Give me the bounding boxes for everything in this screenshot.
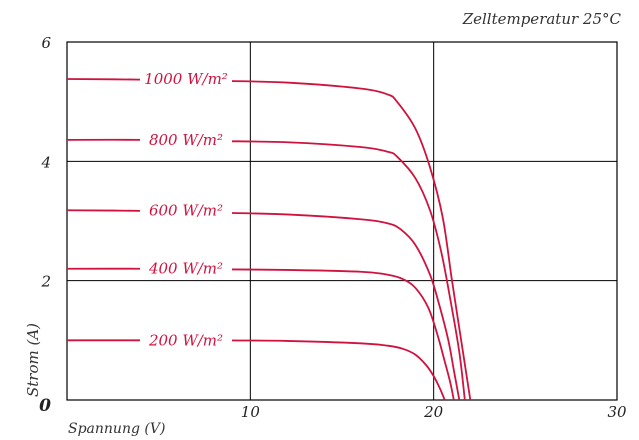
series-label-bg: [140, 259, 232, 278]
plot-frame: [66, 41, 618, 401]
series-label: 800 W/m²: [149, 131, 223, 149]
iv-curve: [66, 209, 461, 401]
x-tick-label: 20: [423, 403, 444, 421]
chart-subtitle: Zelltemperatur 25°C: [462, 10, 622, 28]
y-tick-label: 0: [39, 396, 51, 416]
series-label: 400 W/m²: [148, 260, 223, 278]
series-layer: [66, 78, 472, 401]
series-label: 1000 W/m²: [144, 70, 228, 88]
iv-curve: [67, 339, 446, 401]
y-tick-label: 2: [40, 273, 51, 291]
y-tick-label: 6: [41, 34, 51, 52]
x-tick-label: 30: [607, 403, 627, 421]
series-label-bg: [140, 331, 232, 350]
series-label: 600 W/m²: [149, 201, 223, 219]
iv-curve: [66, 267, 455, 401]
y-tick-label: 4: [40, 153, 51, 171]
x-tick-label: 10: [241, 403, 261, 421]
x-axis-label: Spannung (V): [68, 421, 165, 437]
tick-layer: 10 20 30 0 2 4 6: [39, 34, 627, 421]
label-layer: 1000 W/m² 800 W/m² 600 W/m² 400 W/m² 200 W/m…: [140, 69, 232, 350]
series-label: 200 W/m²: [148, 331, 223, 349]
series-label-bg: [140, 69, 232, 88]
series-label-bg: [140, 130, 232, 149]
y-axis-label: Strom (A): [24, 323, 42, 397]
series-label-bg: [140, 201, 232, 220]
